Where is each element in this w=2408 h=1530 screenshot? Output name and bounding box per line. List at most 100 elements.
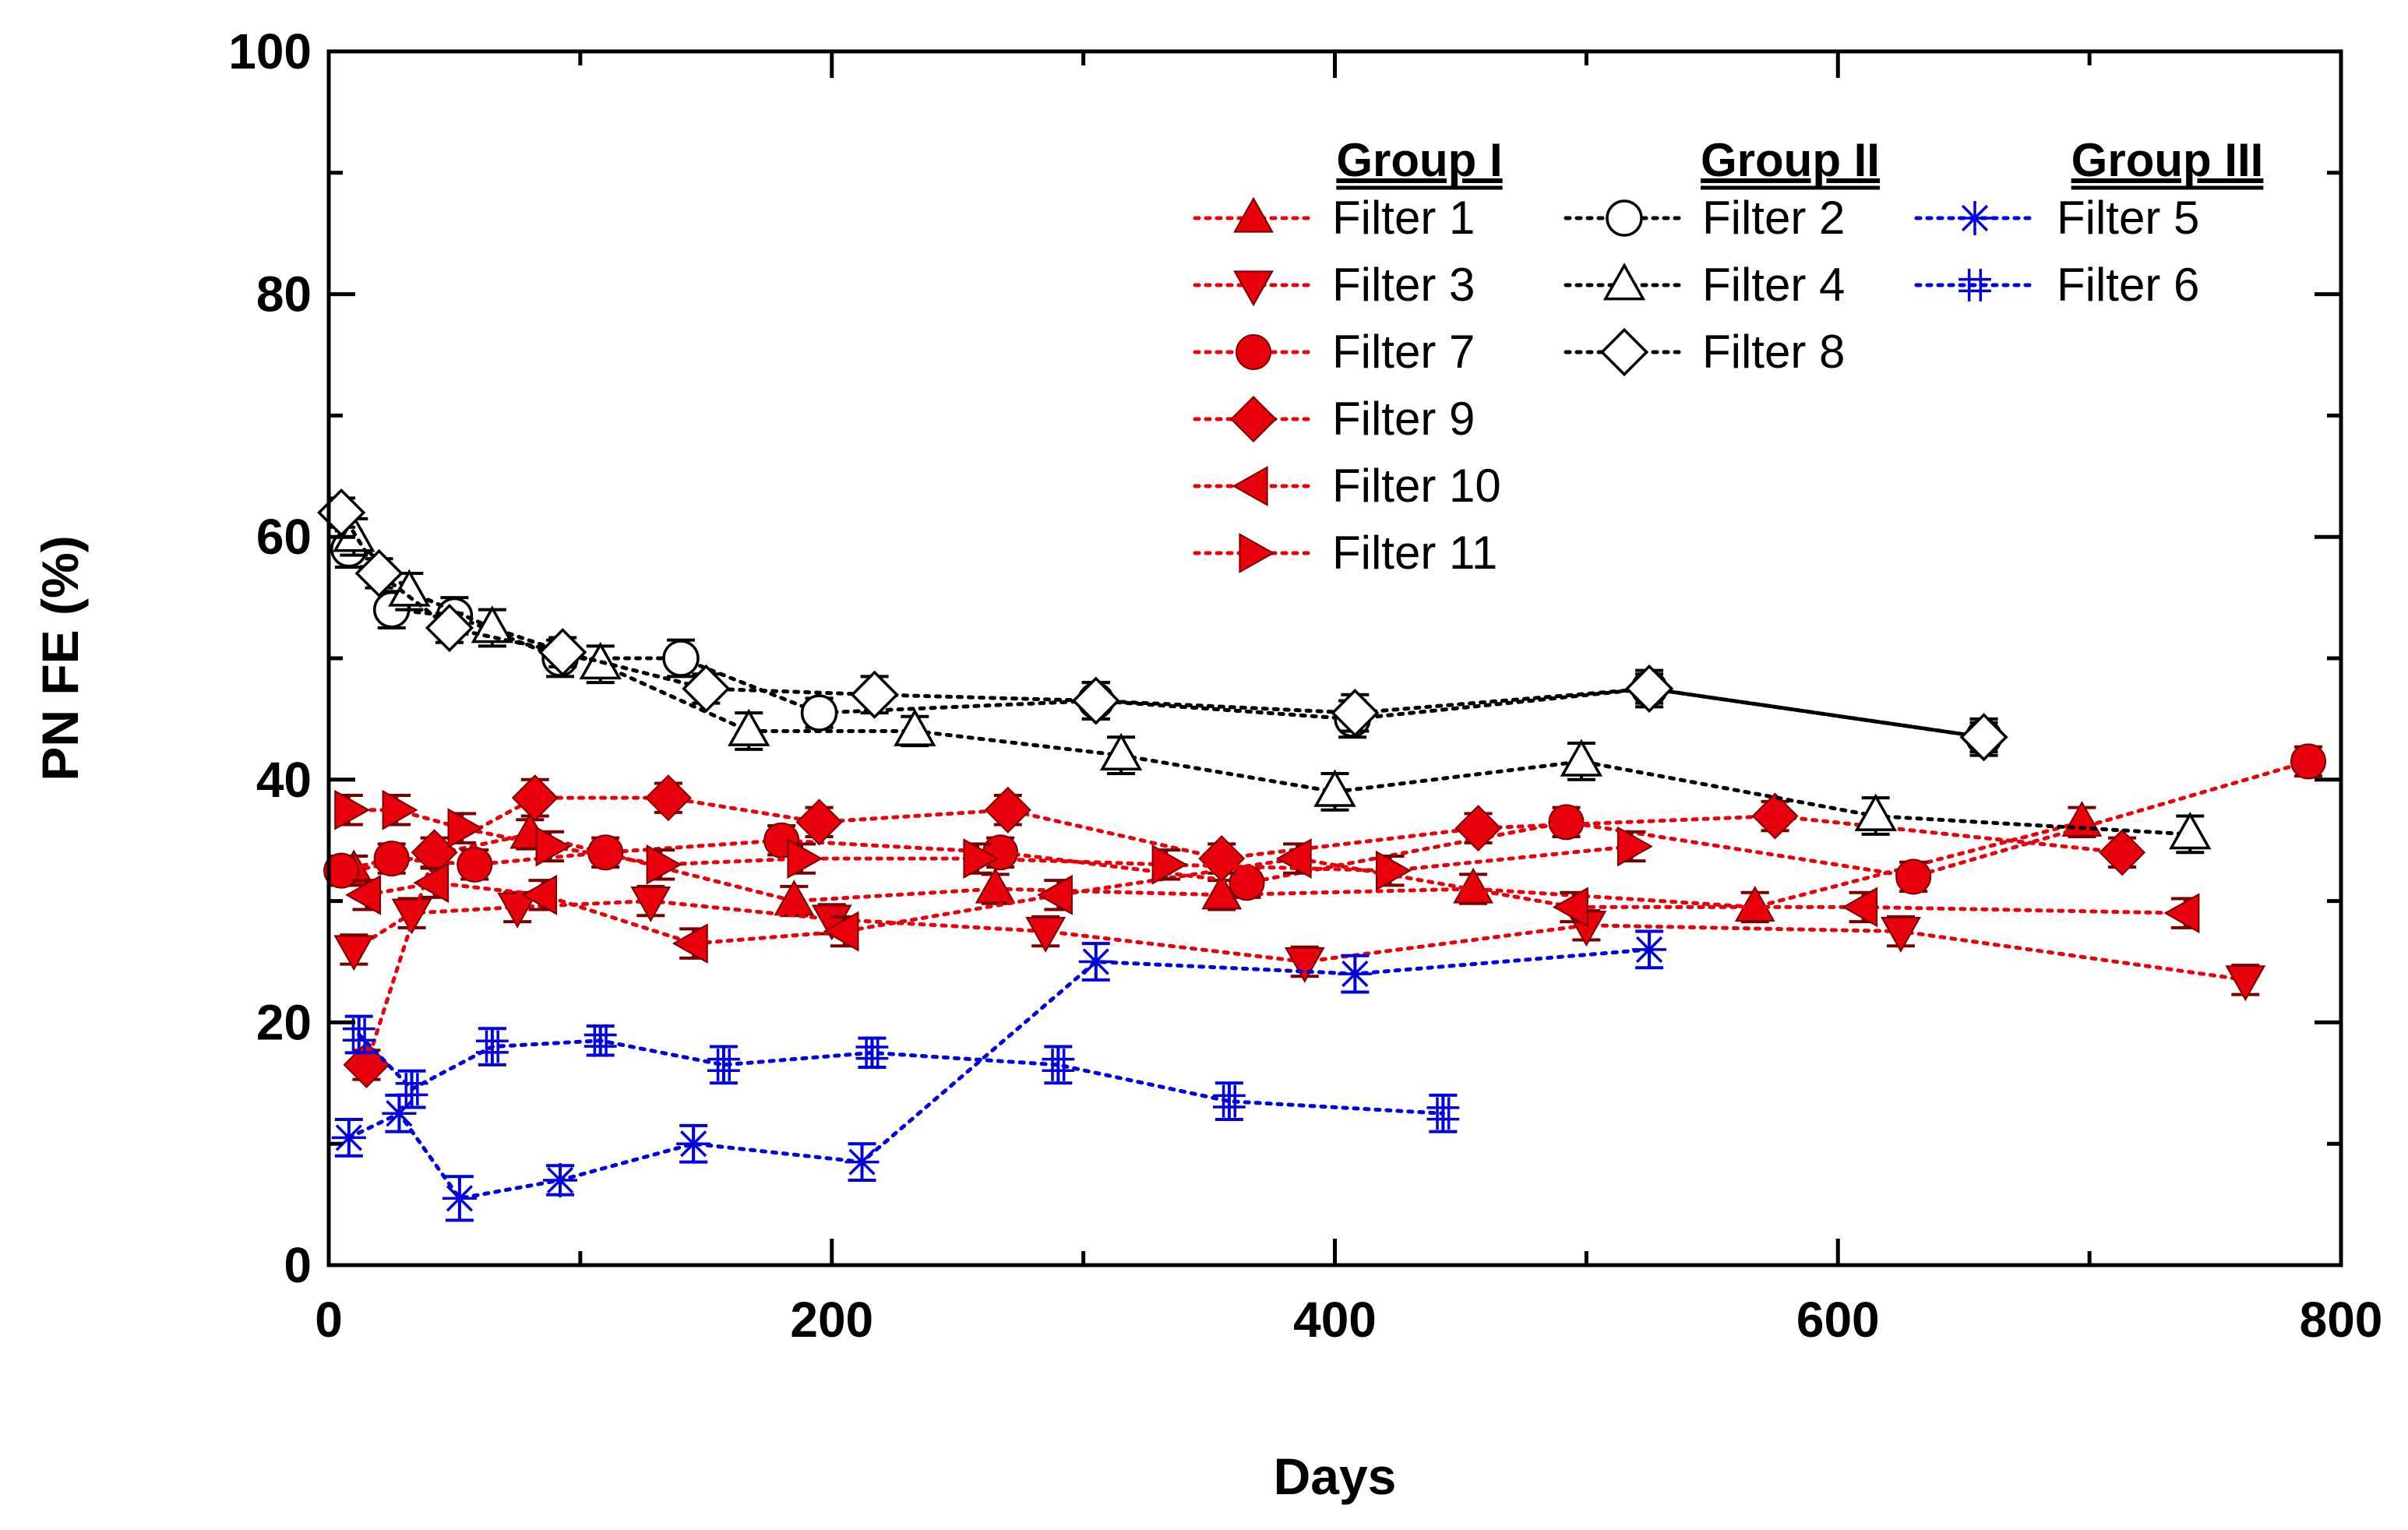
data-point [707,1049,740,1081]
data-point [543,1162,578,1197]
series-filter-3 [333,884,2266,1002]
series-line [339,759,2311,885]
series-filter-6 [342,1014,1460,1133]
error-bar [858,1036,887,1070]
data-point [1881,916,1921,953]
data-point [442,1181,477,1216]
data-point [672,923,708,964]
data-point [1375,850,1412,891]
y-tick-label: 80 [256,266,312,323]
series-line [347,808,1634,873]
data-point [1331,689,1380,738]
y-tick-label: 40 [256,752,312,808]
data-point [391,898,432,935]
series-filter-11 [334,789,1653,891]
legend-group-i: Group I Filter 1 Filter 3 Filter 7 Filter 9 F… [1193,134,1503,579]
data-point [787,838,823,879]
axis-tick-labels: 0 200 400 600 800 0 20 40 60 80 100 [228,23,2382,1348]
series-layer [317,488,2327,1222]
legend-label: Filter 7 [1332,326,1475,378]
data-point [447,808,484,849]
data-point [343,1041,390,1088]
x-tick-label: 0 [315,1292,343,1348]
legend-entry: Filter 10 [1193,460,1501,512]
data-point [511,774,559,822]
legend: Group I Filter 1 Filter 3 Filter 7 Filter 9 F… [1193,134,2264,579]
data-point [1625,664,1674,714]
data-point [1734,886,1775,922]
data-point [984,786,1031,834]
series-line [357,1032,1445,1116]
legend-entry: Filter 5 [1914,192,2199,244]
data-point [1025,916,1067,953]
y-tick-label: 20 [256,994,312,1050]
data-point [630,887,672,922]
data-point [2163,893,2200,934]
data-point [1071,676,1120,725]
x-tick-label: 800 [2300,1292,2383,1348]
series-filter-10 [345,838,2200,964]
y-tick-label: 0 [284,1237,312,1293]
data-point [1313,769,1356,807]
series-filter-2 [330,529,2003,757]
legend-marker [1236,334,1271,370]
legend-group-ii: Group II Filter 2 Filter 4 Filter 8 [1564,134,1880,378]
data-point [963,838,1000,879]
star-stroke [680,1130,707,1158]
data-point [646,844,682,885]
data-point [334,789,371,830]
data-point [345,874,382,915]
data-point [1842,887,1878,928]
data-point [538,628,587,677]
legend-marker [1958,269,1991,301]
series-line [351,820,2084,909]
data-point [1616,826,1653,867]
legend-group-heading: Group III [2071,134,2264,186]
x-tick-label: 400 [1293,1292,1377,1348]
error-bar [586,1024,615,1057]
data-point [1212,1084,1246,1118]
star-stroke [1961,204,1989,232]
legend-entry: Filter 4 [1564,259,1845,311]
legend-label: Filter 10 [1332,460,1501,512]
legend-label: Filter 9 [1332,393,1475,445]
legend-entry: Filter 6 [1914,259,2199,311]
data-point [1895,858,1932,895]
data-point [823,911,859,952]
data-point [2225,965,2266,1002]
legend-group-iii: Group III Filter 5 Filter 6 [1914,134,2264,311]
data-point [800,694,838,732]
data-point [1548,804,1585,841]
legend-entry: Filter 1 [1193,192,1475,244]
series-line [347,947,1652,1201]
data-point [728,708,770,746]
star-stroke [1082,948,1109,975]
data-point [676,1126,711,1162]
legend-entry: Filter 3 [1193,259,1475,311]
legend-label: Filter 3 [1332,259,1475,311]
legend-entry: Filter 7 [1193,326,1475,378]
series-filter-9 [343,774,2146,1088]
legend-group-heading: Group II [1701,134,1880,186]
legend-label: Filter 2 [1702,192,1845,244]
error-bar [1044,1045,1073,1085]
legend-group-heading: Group I [1336,134,1502,186]
star-stroke [446,1185,473,1212]
legend-marker [1958,201,1992,235]
data-point [662,640,700,677]
x-tick-label: 200 [790,1292,873,1348]
data-point [1560,739,1603,777]
series-line [351,899,2248,982]
legend-entry: Filter 11 [1193,527,1497,579]
legend-entry: Filter 2 [1564,192,1845,244]
series-filter-5 [331,929,1667,1222]
legend-label: Filter 1 [1332,192,1475,244]
data-point [457,846,493,883]
data-point [342,1018,375,1051]
x-tick-label: 600 [1796,1292,1880,1348]
star-stroke [1341,961,1369,988]
data-point [894,708,936,746]
data-point [1198,835,1246,883]
data-point [855,1036,889,1070]
